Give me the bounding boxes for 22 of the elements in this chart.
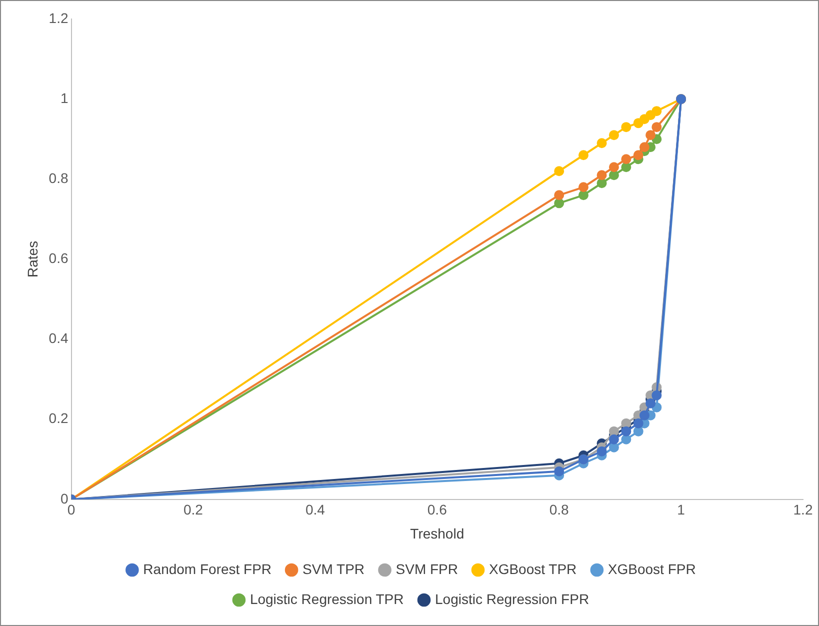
legend-label: SVM TPR (302, 560, 365, 577)
x-tick-label: 0.8 (549, 502, 570, 518)
x-tick-label: 0.2 (183, 502, 204, 518)
y-tick-label: 0.4 (48, 330, 68, 346)
y-tick-label: 1 (60, 90, 68, 106)
y-tick-label: 1.2 (48, 10, 68, 26)
x-axis-title: Treshold (410, 525, 464, 542)
legend-label: XGBoost TPR (488, 560, 577, 577)
x-tick-label: 0.4 (305, 502, 326, 518)
legend-label: SVM FPR (396, 560, 458, 577)
x-tick-label: 1.2 (793, 502, 813, 518)
legend-label: Random Forest FPR (143, 560, 272, 577)
x-tick-label: 0.6 (427, 502, 448, 518)
y-tick-label: 0 (60, 490, 68, 506)
legend-label: Logistic Regression TPR (250, 590, 404, 607)
y-tick-label: 0.6 (48, 250, 68, 266)
legend-label: Logistic Regression FPR (435, 590, 590, 607)
x-tick-label: 1 (677, 502, 686, 518)
y-axis-title: Rates (24, 240, 40, 278)
y-tick-label: 0.8 (48, 170, 68, 186)
legend-label: XGBoost FPR (608, 560, 696, 577)
y-tick-label: 0.2 (48, 410, 68, 426)
